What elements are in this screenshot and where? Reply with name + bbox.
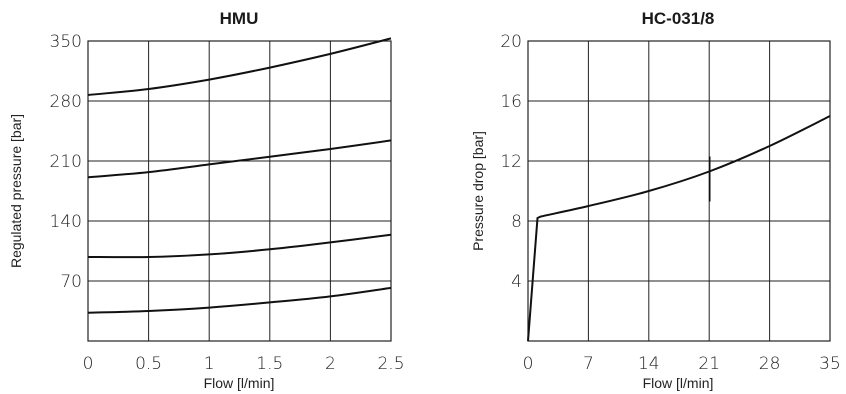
chart-hmu-y-tick-label: 350 (50, 32, 82, 52)
chart-hmu-series-line-1 (87, 37, 392, 96)
chart-hc031-grid (527, 40, 831, 342)
chart-hmu-plot-frame (87, 40, 392, 342)
chart-hmu-x-tick-label: 2 (325, 354, 336, 374)
chart-hc031-x-tick-label: 21 (698, 354, 720, 374)
chart-hmu-x-tick-label: 1.5 (256, 354, 283, 374)
chart-hmu-series-line-2 (87, 139, 392, 179)
chart-hmu-title: HMU (220, 9, 259, 28)
chart-hmu-grid (87, 40, 392, 342)
chart-hc031-y-axis-label: Pressure drop [bar] (470, 131, 486, 251)
chart-hmu-x-tick-label: 1 (204, 354, 215, 374)
chart-hc031-y-tick-label: 16 (500, 92, 522, 112)
chart-hc031-x-tick-label: 35 (819, 354, 841, 374)
chart-hmu-x-tick-label: 2.5 (377, 354, 404, 374)
chart-hmu-x-tick-label: 0 (83, 354, 94, 374)
chart-hmu-x-tick-label: 0.5 (135, 354, 162, 374)
chart-hmu-y-axis-label: Regulated pressure [bar] (8, 114, 24, 268)
chart-hc031-series-line-1 (527, 115, 831, 342)
chart-hc031-x-ticks: 0 7 14 21 28 35 (523, 354, 841, 374)
chart-hmu-y-tick-label: 70 (60, 272, 82, 292)
chart-hmu: HMU 0 0.5 1 1.5 2 2.5 70 140 210 280 350 Flow [l/… (8, 9, 405, 391)
chart-hc031-x-axis-label: Flow [l/min] (643, 375, 714, 391)
chart-hmu-y-tick-label: 280 (50, 92, 82, 112)
chart-hc031-y-tick-label: 4 (511, 272, 522, 292)
chart-hmu-y-ticks: 70 140 210 280 350 (50, 32, 82, 292)
chart-hmu-x-axis-label: Flow [l/min] (204, 375, 275, 391)
chart-hmu-curves (87, 37, 392, 314)
chart-hc031-x-tick-label: 0 (523, 354, 534, 374)
chart-hc031-y-tick-label: 12 (500, 152, 522, 172)
chart-hc031-y-tick-label: 20 (500, 32, 522, 52)
chart-hc031-plot-frame (527, 40, 831, 342)
chart-hc031-x-tick-label: 28 (759, 354, 781, 374)
chart-hmu-x-ticks: 0 0.5 1 1.5 2 2.5 (83, 354, 405, 374)
chart-hc031-x-tick-label: 14 (638, 354, 660, 374)
chart-hmu-series-line-4 (87, 286, 392, 314)
chart-hc031-title: HC-031/8 (642, 9, 715, 28)
chart-hc031-x-tick-label: 7 (583, 354, 594, 374)
chart-hc031-curves (527, 115, 831, 342)
chart-hc031: HC-031/8 0 7 14 21 28 35 4 8 12 16 20 Flow [l/min… (470, 9, 841, 391)
chart-hmu-y-tick-label: 210 (50, 152, 82, 172)
chart-hc031-y-tick-label: 8 (511, 212, 522, 232)
chart-hmu-y-tick-label: 140 (50, 212, 82, 232)
chart-hmu-series-line-3 (87, 233, 392, 259)
chart-hc031-y-ticks: 4 8 12 16 20 (500, 32, 522, 292)
